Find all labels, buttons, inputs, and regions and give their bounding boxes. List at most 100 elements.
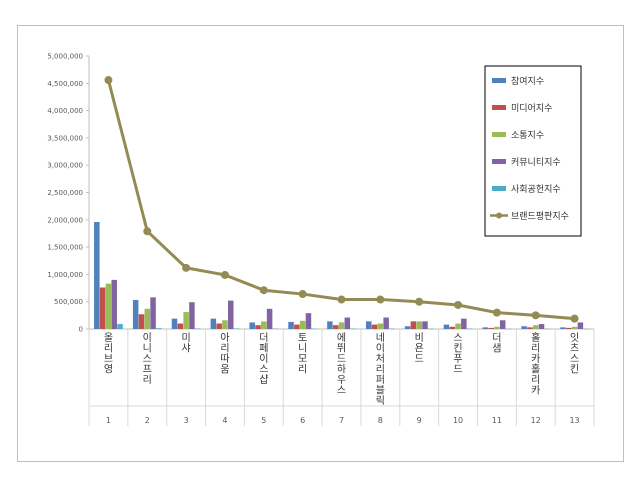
bar-1: [404, 326, 411, 329]
legend-swatch: [492, 186, 506, 191]
bar-1: [288, 321, 294, 329]
legend-label: 브랜드평판지수: [511, 211, 569, 222]
index-label: 8: [378, 416, 383, 425]
y-tick-label: 1,500,000: [47, 244, 83, 252]
y-tick-label: 3,500,000: [47, 134, 83, 142]
bar-2: [177, 323, 184, 329]
labels-layer: 올 리 브 영 1 이 니 스 프 리 2 미 샤 3 아 리 따 움 4 더 페 이 스 샵 5 토 니 모 리 6 에 뛰 드 하 우 스 7 네 이 처…: [104, 331, 580, 425]
legend-label: 미디어지수: [511, 103, 552, 114]
bar-3: [144, 308, 151, 329]
index-label: 4: [222, 416, 227, 425]
y-tick-label: 3,000,000: [47, 162, 83, 170]
bar-5: [350, 328, 356, 330]
bar-2: [449, 326, 455, 329]
legend-label: 소통지수: [511, 130, 544, 141]
line-point: [259, 286, 268, 295]
bar-1: [132, 300, 139, 329]
y-tick-label: 4,500,000: [47, 80, 83, 88]
bar-3: [183, 312, 189, 329]
y-tick-label: 5,000,000: [47, 53, 83, 61]
line-point: [376, 295, 385, 304]
bar-5: [505, 328, 512, 330]
legend-marker: [496, 212, 502, 219]
legend-swatch: [492, 132, 506, 137]
legend-box: [484, 65, 582, 237]
y-tick-label: 500,000: [54, 298, 83, 306]
bar-3: [105, 283, 112, 329]
index-label: 3: [184, 416, 189, 425]
line-point: [337, 295, 346, 304]
line-layer: [104, 76, 579, 323]
line-point: [220, 270, 229, 279]
line-point: [298, 290, 307, 299]
bar-5: [311, 328, 318, 330]
bar-2: [566, 327, 572, 329]
index-label: 9: [417, 416, 422, 425]
bar-2: [255, 325, 261, 329]
bar-4: [383, 317, 389, 329]
bar-1: [365, 321, 372, 329]
bar-4: [344, 317, 351, 329]
legend-swatch: [492, 159, 506, 164]
index-label: 6: [300, 416, 305, 425]
legend-label: 참여지수: [511, 75, 544, 87]
bar-2: [294, 324, 300, 329]
index-label: 1: [106, 416, 111, 425]
legend-label: 사회공헌지수: [511, 184, 561, 195]
bar-5: [194, 328, 201, 329]
y-tick-label: 2,000,000: [47, 216, 83, 224]
bar-1: [327, 321, 333, 329]
bar-4: [499, 320, 506, 329]
bar-3: [299, 320, 306, 329]
bar-3: [455, 323, 461, 329]
line-point: [182, 263, 191, 272]
bar-1: [171, 318, 178, 329]
bar-2: [99, 287, 106, 329]
bar-5: [466, 328, 473, 330]
line-point: [531, 311, 540, 320]
bar-4: [189, 302, 195, 329]
bar-5: [272, 328, 279, 330]
bar-3: [571, 326, 578, 329]
bar-3: [338, 322, 345, 329]
bar-3: [494, 326, 500, 329]
index-label: 12: [531, 416, 541, 425]
bar-2: [527, 327, 533, 329]
y-tick-label: 2,500,000: [47, 189, 83, 197]
y-tick-label: 0: [79, 326, 83, 334]
index-label: 11: [492, 416, 502, 425]
bar-2: [216, 323, 222, 329]
bar-5: [156, 328, 162, 329]
line-point: [492, 308, 501, 317]
bar-1: [94, 221, 100, 329]
bar-4: [111, 279, 117, 329]
index-label: 5: [261, 416, 266, 425]
bar-3: [222, 320, 228, 329]
bar-5: [389, 328, 395, 330]
bar-4: [228, 300, 234, 329]
chart-frame: 0 500,000 1,000,000 1,500,000 2,000,000 2,500…: [17, 25, 624, 462]
legend-label: 커뮤니티지수: [511, 157, 561, 168]
index-label: 7: [339, 416, 344, 425]
y-tick-label: 1,000,000: [47, 271, 83, 279]
line-point: [454, 300, 463, 309]
bar-4: [266, 308, 273, 329]
bar-4: [150, 297, 156, 329]
legend-swatch: [492, 105, 506, 110]
bar-1: [521, 326, 527, 329]
bar-2: [371, 324, 378, 329]
bar-5: [544, 328, 551, 330]
bar-4: [577, 322, 584, 329]
